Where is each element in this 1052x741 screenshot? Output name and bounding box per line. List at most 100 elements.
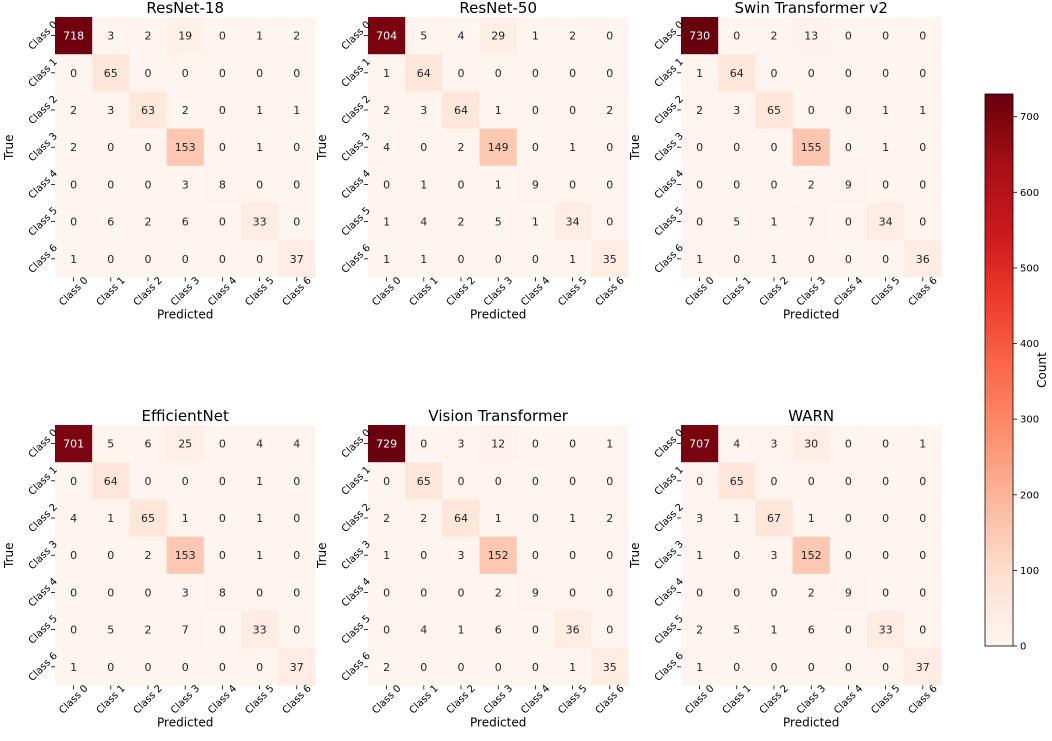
cell-value-label: 0 xyxy=(293,512,300,525)
heatmap-cell xyxy=(755,17,793,55)
heatmap-cell xyxy=(516,648,555,686)
cell-value-label: 0 xyxy=(219,141,226,154)
heatmap-cell xyxy=(755,648,793,686)
colorbar: 0 100 200 300 400 500 600 700 Count xyxy=(984,93,1049,653)
cell-value-label: 1 xyxy=(420,178,427,191)
heatmap-cell xyxy=(166,648,205,686)
heatmap-cell xyxy=(718,240,756,278)
cell-value-label: 0 xyxy=(145,475,152,488)
heatmap-cell xyxy=(405,462,443,500)
cell-value-label: 0 xyxy=(458,253,465,266)
cell-value-label: 0 xyxy=(70,216,77,229)
heatmap-cell xyxy=(442,54,480,92)
cell-value-label: 3 xyxy=(458,549,465,562)
heatmap-cell xyxy=(591,499,629,537)
heatmap-cell xyxy=(755,91,793,129)
cell-value-label: 1 xyxy=(532,30,539,43)
cell-value-label: 0 xyxy=(606,216,613,229)
cell-value-label: 0 xyxy=(845,512,852,525)
heatmap-cell xyxy=(718,573,756,612)
cell-value-label: 0 xyxy=(845,30,852,43)
cell-value-label: 6 xyxy=(182,216,189,229)
cell-value-label: 3 xyxy=(771,438,778,451)
heatmap-cell xyxy=(718,128,756,167)
heatmap-cell xyxy=(129,240,167,278)
heatmap-cell xyxy=(55,54,93,92)
cell-value-label: 729 xyxy=(376,438,397,451)
heatmap-cell xyxy=(718,203,756,241)
cell-value-label: 149 xyxy=(488,141,509,154)
panel-title: ResNet-50 xyxy=(459,0,537,17)
heatmap-cell xyxy=(516,128,555,167)
cell-value-label: 0 xyxy=(808,253,815,266)
cell-value-label: 0 xyxy=(606,475,613,488)
heatmap-cell xyxy=(904,499,942,537)
y-axis-label: True xyxy=(628,542,642,569)
cell-value-label: 1 xyxy=(70,253,77,266)
heatmap-cell xyxy=(203,573,242,612)
heatmap-cell xyxy=(241,573,279,612)
heatmap-cell xyxy=(718,648,756,686)
heatmap-cell xyxy=(405,128,443,167)
colorbar-tick-label: 300 xyxy=(1020,415,1039,426)
cell-value-label: 0 xyxy=(495,67,502,80)
y-axis-label: True xyxy=(315,134,329,161)
cell-value-label: 65 xyxy=(417,475,431,488)
heatmap-cell xyxy=(718,611,756,649)
heatmap-cell xyxy=(278,462,316,500)
heatmap-cell xyxy=(792,648,831,686)
cell-value-label: 6 xyxy=(145,438,152,451)
cell-value-label: 0 xyxy=(495,253,502,266)
cell-value-label: 0 xyxy=(569,104,576,117)
cell-value-label: 0 xyxy=(696,586,703,599)
cell-value-label: 0 xyxy=(458,475,465,488)
cell-value-label: 2 xyxy=(420,512,427,525)
heatmap-cell xyxy=(241,462,279,500)
heatmap-cell xyxy=(92,462,130,500)
cell-value-label: 0 xyxy=(733,141,740,154)
heatmap-cell xyxy=(867,611,905,649)
heatmap-cell xyxy=(554,425,592,463)
cell-value-label: 2 xyxy=(495,586,502,599)
cell-value-label: 0 xyxy=(219,67,226,80)
cell-value-label: 0 xyxy=(219,438,226,451)
heatmap-cell xyxy=(129,573,167,612)
cell-value-label: 0 xyxy=(808,661,815,674)
cell-value-label: 1 xyxy=(771,216,778,229)
heatmap-cell xyxy=(904,17,942,55)
cell-value-label: 0 xyxy=(733,549,740,562)
cell-value-label: 7 xyxy=(182,624,189,637)
cell-value-label: 0 xyxy=(256,67,263,80)
cell-value-label: 0 xyxy=(145,661,152,674)
cell-value-label: 1 xyxy=(606,438,613,451)
cell-value-label: 0 xyxy=(293,178,300,191)
cell-value-label: 0 xyxy=(919,549,926,562)
heatmap-cell xyxy=(278,91,316,129)
cell-value-label: 1 xyxy=(532,216,539,229)
cell-value-label: 34 xyxy=(879,216,893,229)
cell-value-label: 2 xyxy=(696,624,703,637)
colorbar-tick-label: 0 xyxy=(1020,642,1026,653)
heatmap-cell xyxy=(829,240,868,278)
heatmap-cell xyxy=(755,165,793,204)
cell-value-label: 2 xyxy=(145,549,152,562)
heatmap-cell xyxy=(554,203,592,241)
cell-value-label: 64 xyxy=(417,67,431,80)
heatmap-cell xyxy=(681,499,719,537)
heatmap-cell xyxy=(718,499,756,537)
cell-value-label: 0 xyxy=(606,178,613,191)
heatmap-cell xyxy=(166,54,205,92)
heatmap-cell xyxy=(867,128,905,167)
heatmap-cell xyxy=(241,91,279,129)
heatmap-cell xyxy=(405,165,443,204)
heatmap-cell xyxy=(792,240,831,278)
heatmap-cell xyxy=(241,128,279,167)
cell-value-label: 1 xyxy=(256,141,263,154)
cell-value-label: 0 xyxy=(696,475,703,488)
heatmap-cell xyxy=(755,128,793,167)
heatmap-cell xyxy=(92,128,130,167)
heatmap-cell xyxy=(718,462,756,500)
cell-value-label: 0 xyxy=(145,586,152,599)
heatmap-cell xyxy=(829,648,868,686)
